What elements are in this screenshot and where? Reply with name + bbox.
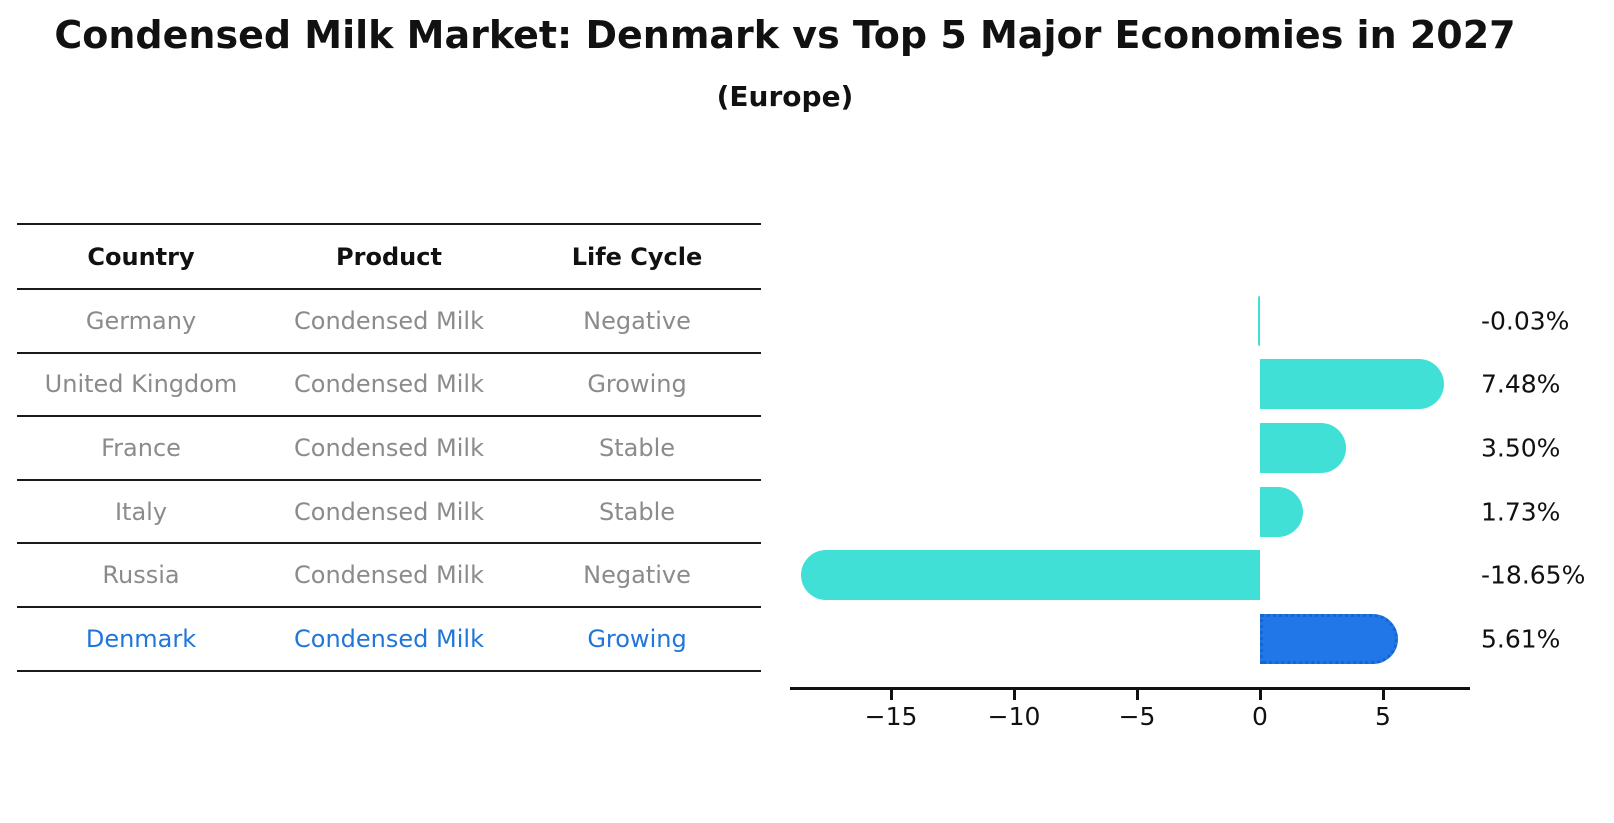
cell-germany-country: Germany xyxy=(85,306,197,335)
x-tick-label-2: −5 xyxy=(1118,702,1156,731)
column-header-product: Product xyxy=(336,242,442,271)
x-tick-mark-4 xyxy=(1381,690,1385,700)
cell-united-kingdom-life-cycle: Growing xyxy=(587,370,687,399)
column-header-country: Country xyxy=(87,242,195,271)
x-tick-label-0: −15 xyxy=(864,702,918,731)
bar-italy xyxy=(1260,486,1303,537)
cell-italy-product: Condensed Milk xyxy=(294,497,484,526)
table-row-france: France Condensed Milk Stable xyxy=(17,417,761,481)
cell-france-product: Condensed Milk xyxy=(294,433,484,462)
table-row-united-kingdom: United Kingdom Condensed Milk Growing xyxy=(17,354,761,418)
value-label-russia: -18.65% xyxy=(1481,560,1586,590)
table-row-denmark: Denmark Condensed Milk Growing xyxy=(17,608,761,672)
cell-denmark-life-cycle: Growing xyxy=(587,624,687,653)
cell-italy-country: Italy xyxy=(114,497,168,526)
cell-denmark-product: Condensed Milk xyxy=(294,624,484,653)
x-tick-mark-3 xyxy=(1258,690,1262,700)
table-row-italy: Italy Condensed Milk Stable xyxy=(17,481,761,545)
value-label-france: 3.50% xyxy=(1481,433,1561,463)
cell-russia-country: Russia xyxy=(102,561,180,590)
value-label-united-kingdom: 7.48% xyxy=(1481,369,1561,399)
table-header-row: Country Product Life Cycle xyxy=(17,223,761,290)
table-row-germany: Germany Condensed Milk Negative xyxy=(17,290,761,354)
country-table: Country Product Life Cycle Germany Condensed… xyxy=(17,223,761,672)
cell-russia-life-cycle: Negative xyxy=(583,561,691,590)
x-tick-mark-1 xyxy=(1012,690,1016,700)
bar-germany xyxy=(1257,295,1260,346)
cell-france-country: France xyxy=(101,433,181,462)
cell-germany-life-cycle: Negative xyxy=(583,306,691,335)
cell-germany-product: Condensed Milk xyxy=(294,306,484,335)
cell-denmark-country: Denmark xyxy=(85,624,197,653)
cell-russia-product: Condensed Milk xyxy=(294,561,484,590)
x-tick-label-3: 0 xyxy=(1252,702,1268,731)
cell-united-kingdom-product: Condensed Milk xyxy=(294,370,484,399)
x-tick-label-1: −10 xyxy=(987,702,1041,731)
cell-italy-life-cycle: Stable xyxy=(598,497,676,526)
column-header-life-cycle: Life Cycle xyxy=(571,242,703,271)
x-tick-mark-0 xyxy=(889,690,893,700)
bar-united-kingdom xyxy=(1260,359,1444,410)
bar-france xyxy=(1260,423,1347,473)
value-label-germany: -0.03% xyxy=(1481,306,1570,336)
value-label-denmark: 5.61% xyxy=(1481,624,1561,654)
bar-russia xyxy=(801,550,1260,601)
chart-title: Condensed Milk Market: Denmark vs Top 5 … xyxy=(54,13,1516,57)
x-tick-label-4: 5 xyxy=(1375,702,1391,731)
bar-denmark xyxy=(1260,613,1398,664)
x-axis-line xyxy=(790,687,1470,690)
chart-subtitle: (Europe) xyxy=(716,80,854,113)
table-row-russia: Russia Condensed Milk Negative xyxy=(17,544,761,608)
cell-united-kingdom-country: United Kingdom xyxy=(44,370,238,399)
value-label-italy: 1.73% xyxy=(1481,497,1561,527)
cell-france-life-cycle: Stable xyxy=(598,433,676,462)
x-tick-mark-2 xyxy=(1135,690,1139,700)
